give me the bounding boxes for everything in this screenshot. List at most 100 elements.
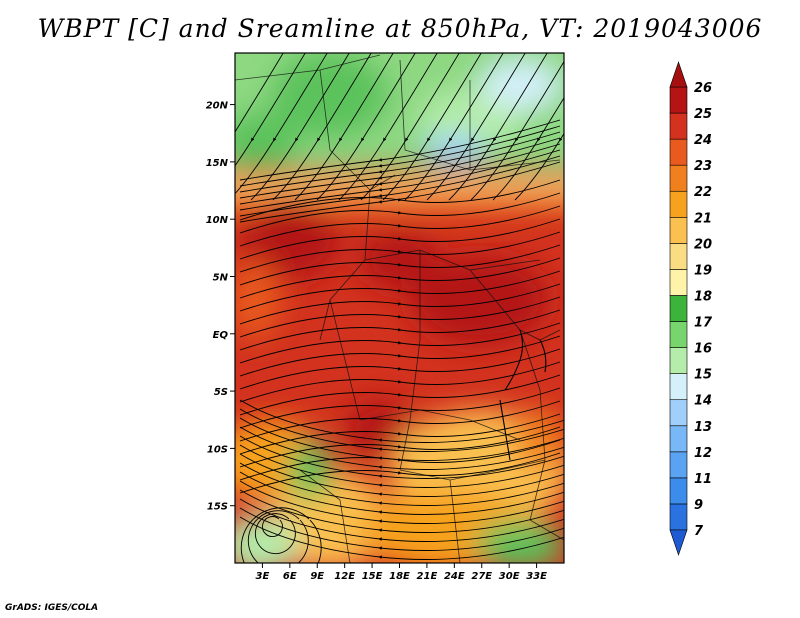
streamline (382, 53, 482, 201)
colorbar-label: 7 (694, 524, 704, 539)
streamline (250, 53, 350, 201)
streamline (492, 97, 564, 201)
colorbar-segment (669, 347, 688, 374)
streamline (240, 507, 322, 563)
colorbar-label: 23 (694, 159, 712, 174)
colorbar-segment (669, 503, 688, 531)
streamline (235, 53, 284, 133)
colorbar-label: 25 (694, 107, 712, 122)
streamline (239, 155, 561, 217)
lat-tick-label: 5S (214, 387, 228, 398)
colorbar-segment (669, 138, 688, 166)
streamline (239, 374, 561, 416)
lat-tick-label: 15N (206, 158, 229, 169)
colorbar-label: 12 (694, 446, 712, 461)
streamline (239, 125, 561, 187)
colorbar-label: 21 (694, 211, 712, 226)
streamline (239, 400, 561, 442)
colorbar-segment (669, 269, 688, 296)
lon-tick-label: 27E (471, 571, 492, 582)
lon-tick-label: 24E (444, 571, 465, 582)
streamline (239, 231, 561, 273)
streamline (239, 257, 561, 299)
colorbar-min-arrow (669, 529, 688, 556)
streamline (239, 453, 564, 497)
colorbar-max-arrow (669, 61, 688, 88)
streamline (239, 361, 561, 403)
colorbar-label: 13 (694, 420, 712, 435)
streamline (254, 513, 296, 555)
chart-title: WBPT [C] and Sreamline at 850hPa, VT: 20… (37, 14, 763, 43)
lon-tick-label: 15E (362, 571, 383, 582)
streamline (239, 413, 561, 455)
colorbar-label: 15 (694, 368, 712, 383)
streamline (262, 516, 283, 537)
streamline (239, 218, 561, 260)
streamline (239, 143, 561, 205)
streamline (239, 335, 561, 377)
colorbar-segment (669, 399, 688, 427)
streamline (239, 462, 564, 506)
lon-tick-label: 3E (256, 571, 270, 582)
colorbar-label: 20 (694, 237, 712, 252)
colorbar-label: 16 (694, 342, 712, 357)
grads-credit: GrADS: IGES/COLA (5, 603, 99, 613)
streamline (239, 408, 564, 452)
streamline (239, 137, 561, 199)
streamline (239, 205, 561, 247)
colorbar-segment (669, 373, 688, 401)
streamline (239, 131, 561, 193)
streamline (470, 60, 564, 201)
streamline (239, 426, 564, 470)
colorbar-segment (669, 190, 688, 218)
streamline (239, 309, 561, 351)
streamline (239, 417, 564, 461)
lat-tick-label: 5N (213, 272, 229, 283)
colorbar-segment (669, 477, 688, 505)
lon-tick-label: 30E (499, 571, 520, 582)
lat-tick-label: EQ (213, 330, 229, 341)
streamline (235, 53, 328, 195)
streamline (426, 53, 526, 201)
colorbar-segment (669, 451, 688, 479)
colorbar-segment (669, 216, 688, 244)
colorbar: 7 9 11 12 13 14 15 16 17 18 19 20 21 22 23 24 25 26 (669, 61, 713, 556)
colorbar-label: 11 (694, 472, 712, 487)
streamline (239, 179, 561, 221)
wbpt-field (235, 53, 564, 563)
colorbar-segment (669, 164, 688, 192)
lat-tick-label: 10S (207, 444, 228, 455)
streamline (239, 348, 561, 390)
colorbar-segment (669, 86, 688, 114)
colorbar-label: 24 (694, 133, 712, 148)
latitude-axis: 20N 15N 10N 5N EQ 5S 10S 15S (206, 101, 235, 513)
colorbar-label: 18 (694, 289, 712, 304)
colorbar-segment (669, 425, 688, 453)
colorbar-label: 22 (694, 185, 712, 200)
lon-tick-label: 21E (417, 571, 438, 582)
streamline (239, 480, 564, 524)
colorbar-label: 14 (694, 394, 712, 409)
streamline (239, 296, 561, 338)
longitude-axis: 3E 6E 9E 12E 15E 18E 21E 24E 27E 30E 33E (256, 563, 547, 582)
colorbar-label: 26 (694, 81, 712, 96)
streamline (239, 507, 564, 551)
streamline (239, 119, 561, 181)
streamline (239, 270, 561, 312)
streamline (239, 435, 564, 479)
streamline (239, 516, 564, 560)
lon-tick-label: 6E (283, 571, 297, 582)
streamline (294, 53, 394, 201)
streamline (338, 53, 438, 201)
streamline (239, 489, 564, 533)
streamline (239, 471, 564, 515)
streamline (514, 132, 564, 201)
colorbar-segment (669, 321, 688, 348)
streamline (448, 53, 548, 201)
lon-tick-label: 9E (310, 571, 324, 582)
colorbar-label: 9 (694, 498, 703, 513)
streamline (247, 510, 309, 563)
colorbar-segment (669, 112, 688, 140)
streamline (239, 283, 561, 325)
